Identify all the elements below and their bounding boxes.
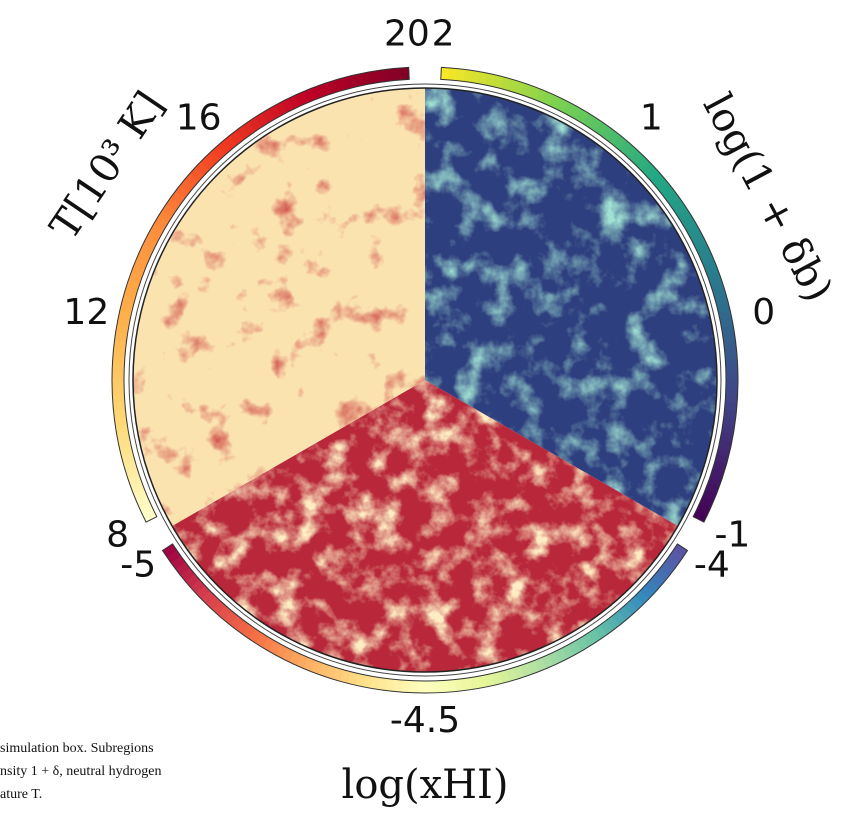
colorbar-segment	[402, 680, 411, 692]
colorbar-segment	[425, 681, 433, 693]
colorbar-label: log(xHI)	[342, 762, 509, 808]
tick-label: 0	[752, 292, 775, 333]
tick-label: 12	[63, 292, 109, 333]
colorbar-segment	[726, 364, 738, 372]
colorbar-segment	[394, 680, 403, 693]
colorbar-segment	[726, 371, 738, 379]
colorbar-segment	[726, 387, 738, 395]
colorbar-segment	[393, 68, 402, 81]
colorbar-segment	[113, 409, 126, 418]
colorbar-segment	[112, 394, 124, 403]
tick-label: 20	[384, 13, 430, 54]
caption: simulation box. Subregions nsity 1 + δ, …	[0, 741, 161, 802]
colorbar-segment	[726, 379, 738, 387]
figure: 210-1log(1 + δb)-5-4.5-4log(xHI)8121620T…	[0, 0, 850, 817]
colorbar-segment	[112, 364, 124, 372]
page: {"figure": { "colorbars": [ {"label": "l…	[0, 0, 850, 817]
colorbar-segment	[113, 402, 126, 411]
colorbar-segment	[432, 681, 440, 693]
colorbar-segment	[725, 402, 738, 411]
caption-line: nsity 1 + δ, neutral hydrogen	[0, 764, 161, 779]
colorbar-segment	[112, 371, 124, 379]
colorbar-segment	[386, 679, 395, 692]
colorbar-segment	[112, 387, 124, 395]
colorbar-segment	[725, 394, 737, 403]
tick-label: -4	[694, 544, 730, 585]
colorbar-segment	[725, 356, 737, 365]
colorbar-segment	[417, 681, 425, 693]
colorbar-segment	[448, 68, 457, 81]
colorbar-segment	[440, 680, 449, 692]
tick-label: 2	[432, 13, 455, 54]
tick-label: -4.5	[390, 700, 460, 741]
caption-line: ature T.	[0, 787, 42, 802]
caption-line: simulation box. Subregions	[0, 741, 154, 756]
colorbar-segment	[409, 681, 417, 693]
tick-label: 16	[176, 98, 222, 139]
tick-label: 1	[640, 98, 663, 139]
colorbar-segment	[112, 379, 124, 387]
colorbar-segment	[724, 409, 737, 418]
tick-label: 8	[106, 515, 129, 556]
colorbar-segment	[112, 356, 124, 365]
